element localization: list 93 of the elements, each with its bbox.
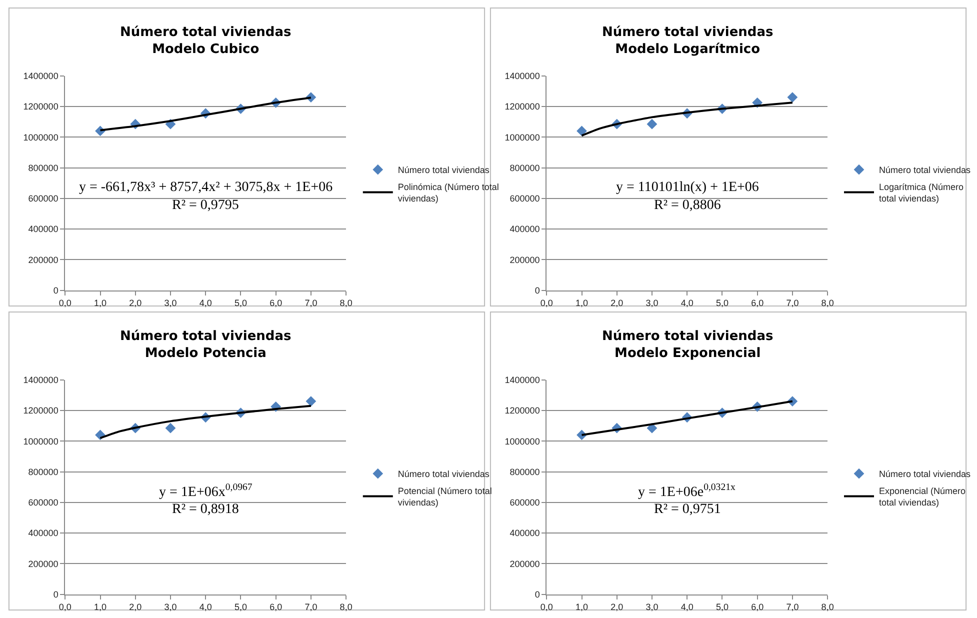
y-tick-label: 800000 [28, 162, 58, 173]
annotation: y = -661,78x³ + 8757,4x² + 3075,8x + 1E+06 [79, 180, 333, 195]
y-tick-label: 0 [534, 589, 540, 600]
y-tick-label: 1400000 [23, 70, 58, 81]
y-tick-label: 1400000 [504, 70, 540, 81]
y-tick-label: 600000 [510, 194, 540, 204]
y-tick-label: 200000 [510, 254, 540, 265]
y-tick-label: 1200000 [504, 406, 540, 416]
legend-label: Número total viviendas [398, 165, 490, 176]
point [165, 422, 176, 434]
annotation: y = 1E+06e$^{0,0321x}$ [638, 482, 736, 500]
y-tick-label: 0 [53, 589, 58, 600]
y-tick-label: 1200000 [504, 102, 540, 112]
y-tick-label: 800000 [28, 466, 58, 477]
x-tick-label: 7,0 [786, 602, 799, 612]
annotation: y = 1E+06x$^{0,0967}$ [159, 482, 252, 500]
x-tick-label: 6,0 [751, 602, 764, 612]
chart-title: Número total viviendas Modelo Logarítmico [602, 25, 774, 57]
point [646, 422, 658, 434]
y-tick-label: 1200000 [23, 102, 58, 112]
legend-label: Exponencial (Número total viviendas) [879, 486, 966, 508]
x-tick-label: 1,0 [575, 298, 588, 308]
point [306, 396, 316, 406]
x-tick-label: 3,0 [646, 602, 658, 612]
x-tick-label: 8,0 [821, 298, 834, 308]
x-tick-label: 2,0 [129, 298, 142, 308]
x-tick-label: 1,0 [94, 298, 107, 308]
x-tick-label: 6,0 [751, 298, 764, 308]
legend-label: Número total viviendas [398, 469, 490, 480]
chart-title: Número total viviendas Modelo Potencia [120, 329, 292, 361]
y-tick-label: 1000000 [23, 436, 58, 446]
x-tick-label: 5,0 [716, 602, 728, 612]
x-tick-label: 0,0 [540, 298, 553, 308]
x-tick-label: 1,0 [575, 602, 588, 612]
y-tick-label: 600000 [510, 498, 540, 508]
annotation: R² = 0,9795 [172, 198, 239, 213]
x-tick-label: 4,0 [199, 602, 212, 612]
x-tick-label: 8,0 [340, 298, 352, 308]
y-tick-label: 1000000 [23, 132, 58, 142]
point [787, 92, 798, 102]
y-tick-label: 600000 [28, 194, 58, 204]
y-tick-label: 200000 [28, 254, 58, 265]
chart-title: Número total viviendas Modelo Cubico [120, 25, 292, 57]
legend-label: Número total viviendas [879, 165, 972, 176]
x-tick-label: 5,0 [716, 298, 728, 308]
y-tick-label: 200000 [510, 558, 540, 569]
x-tick-label: 6,0 [270, 298, 282, 308]
x-tick-label: 7,0 [786, 298, 799, 308]
x-tick-label: 6,0 [270, 602, 282, 612]
chart-title: Número total viviendas Modelo Exponencial [602, 329, 774, 361]
x-tick-label: 5,0 [234, 602, 247, 612]
x-tick-label: 4,0 [680, 298, 694, 308]
legend-label: Logarítmica (Número total viviendas) [879, 182, 964, 204]
y-tick-label: 1400000 [23, 374, 58, 385]
annotation: R² = 0,8806 [654, 198, 721, 213]
y-tick-label: 0 [534, 285, 540, 296]
x-tick-label: 3,0 [646, 298, 658, 308]
y-tick-label: 400000 [28, 528, 58, 538]
y-tick-label: 400000 [510, 224, 540, 234]
x-tick-label: 3,0 [164, 298, 177, 308]
legend-label: Potencial (Número total viviendas) [398, 486, 492, 508]
y-tick-label: 800000 [510, 162, 540, 173]
x-tick-label: 7,0 [304, 602, 318, 612]
legend-label: Polinómica (Número total viviendas) [398, 182, 499, 204]
x-tick-label: 2,0 [610, 602, 624, 612]
y-tick-label: 600000 [28, 498, 58, 508]
x-tick-label: 2,0 [129, 602, 142, 612]
y-tick-label: 1000000 [504, 132, 540, 142]
y-tick-label: 1200000 [23, 406, 58, 416]
y-tick-label: 0 [53, 285, 58, 296]
legend-label: Número total viviendas [879, 469, 972, 480]
annotation: R² = 0,9751 [654, 502, 721, 517]
x-tick-label: 4,0 [680, 602, 694, 612]
x-tick-label: 8,0 [821, 602, 834, 612]
annotation: y = 110101ln(x) + 1E+06 [616, 180, 759, 195]
x-tick-label: 4,0 [199, 298, 212, 308]
x-tick-label: 0,0 [58, 298, 72, 308]
x-tick-label: 0,0 [58, 602, 72, 612]
y-tick-label: 400000 [510, 528, 540, 538]
x-tick-label: 7,0 [304, 298, 318, 308]
x-tick-label: 2,0 [610, 298, 624, 308]
x-tick-label: 3,0 [164, 602, 177, 612]
annotation: R² = 0,8918 [172, 502, 239, 517]
y-tick-label: 200000 [28, 558, 58, 569]
x-tick-label: 5,0 [234, 298, 247, 308]
point [646, 118, 658, 130]
x-tick-label: 1,0 [94, 602, 107, 612]
y-tick-label: 400000 [28, 224, 58, 234]
x-tick-label: 0,0 [540, 602, 553, 612]
y-tick-label: 800000 [510, 466, 540, 477]
y-tick-label: 1400000 [504, 374, 540, 385]
x-tick-label: 8,0 [340, 602, 352, 612]
y-tick-label: 1000000 [504, 436, 540, 446]
